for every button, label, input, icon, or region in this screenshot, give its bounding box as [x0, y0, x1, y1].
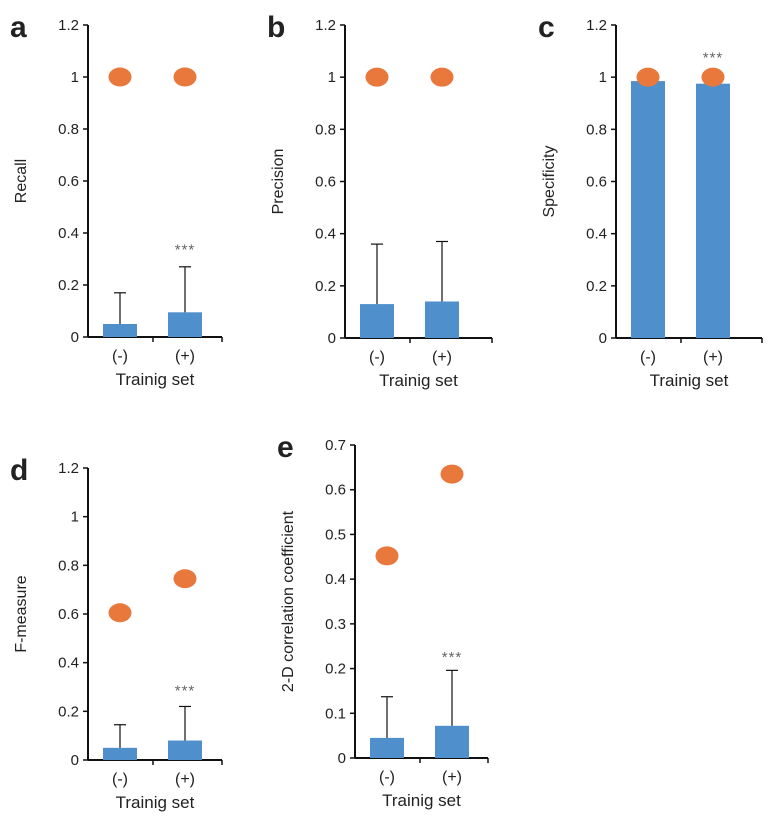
dot-plus: [701, 67, 725, 87]
y-tick-label: 0.8: [58, 557, 79, 574]
panel-a: a 0 0.2 0.4 0.6 0.8 1 1.2 Recall (-) (+) Trainig se…: [10, 11, 223, 389]
y-axis-label: F-measure: [13, 575, 30, 652]
y-tick-label: 1: [328, 69, 336, 86]
dot-minus: [108, 603, 132, 623]
bar-plus: [696, 83, 730, 338]
y-tick-label: 1.2: [58, 17, 79, 34]
y-tick-label: 0.5: [325, 526, 346, 543]
bar-minus: [360, 304, 394, 338]
y-tick-label: 0: [599, 330, 607, 347]
y-tick-label: 1: [599, 69, 607, 86]
dot-plus: [173, 569, 197, 589]
y-tick-label: 1.2: [586, 17, 607, 34]
significance-stars: ***: [703, 49, 724, 66]
y-tick-label: 0.2: [325, 661, 346, 678]
dot-plus: [440, 464, 464, 484]
y-tick-label: 0.2: [58, 703, 79, 720]
dot-minus: [636, 67, 660, 87]
bar-minus: [103, 324, 137, 337]
significance-stars: ***: [175, 682, 196, 699]
y-tick-label: 1: [71, 69, 79, 86]
y-tick-label: 0.4: [58, 655, 79, 672]
y-tick-label: 0: [71, 329, 79, 346]
panel-b: b 0 0.2 0.4 0.6 0.8 1 1.2 Precision (-) (+) Trainig…: [267, 11, 493, 390]
y-tick-label: 0: [71, 752, 79, 769]
dot-plus: [173, 67, 197, 87]
y-axis-label: Specificity: [541, 145, 558, 217]
x-axis-label: Trainig set: [650, 371, 729, 390]
panel-d: d 0 0.2 0.4 0.6 0.8 1 1.2 F-measure (-) (+) Trainig…: [10, 454, 223, 812]
category-label: (-): [112, 348, 128, 365]
bar-plus: [168, 312, 202, 337]
y-tick-label: 1.2: [315, 17, 336, 34]
category-label: (-): [640, 349, 656, 366]
y-tick-label: 0.6: [325, 482, 346, 499]
x-axis-label: Trainig set: [382, 791, 461, 810]
bar-minus: [631, 81, 665, 339]
y-tick-label: 1: [71, 509, 79, 526]
bar-plus: [425, 301, 459, 338]
bar-minus: [370, 737, 404, 758]
y-tick-label: 0: [338, 750, 346, 767]
bar-minus: [103, 747, 137, 760]
bar-plus: [168, 740, 202, 760]
panel-letter: c: [538, 11, 555, 44]
significance-stars: ***: [442, 649, 463, 666]
category-label: (+): [175, 771, 195, 788]
x-axis-label: Trainig set: [116, 793, 195, 812]
y-tick-label: 0.6: [315, 174, 336, 191]
panel-letter: d: [10, 454, 28, 487]
category-label: (+): [703, 349, 723, 366]
y-tick-label: 0.4: [586, 226, 607, 243]
y-tick-label: 0.8: [58, 121, 79, 138]
category-label: (-): [112, 771, 128, 788]
panel-c: c 0 0.2 0.4 0.6 0.8 1 1.2 Specificity (-) (+) Train…: [538, 11, 763, 390]
y-axis-label: 2-D correlation coefficient: [280, 510, 297, 692]
significance-stars: ***: [175, 242, 196, 259]
category-label: (-): [379, 769, 395, 786]
y-axis-label: Precision: [270, 149, 287, 215]
dot-minus: [365, 67, 389, 87]
y-tick-label: 0.2: [586, 278, 607, 295]
y-tick-label: 0.1: [325, 705, 346, 722]
y-tick-label: 0.4: [315, 226, 336, 243]
y-tick-label: 1.2: [58, 460, 79, 477]
bar-plus: [435, 725, 469, 758]
panel-letter: e: [277, 431, 294, 464]
dot-minus: [108, 67, 132, 87]
y-tick-label: 0.3: [325, 616, 346, 633]
x-axis-label: Trainig set: [116, 370, 195, 389]
y-tick-label: 0.6: [58, 173, 79, 190]
y-tick-label: 0.4: [325, 571, 346, 588]
category-label: (+): [432, 349, 452, 366]
panel-e: e 0 0.1 0.2 0.3 0.4 0.5 0.6 0.7 2-D correlation c…: [277, 431, 489, 810]
y-tick-label: 0.8: [315, 121, 336, 138]
y-tick-label: 0.8: [586, 121, 607, 138]
y-tick-label: 0.7: [325, 437, 346, 454]
x-axis-label: Trainig set: [379, 371, 458, 390]
dot-plus: [430, 67, 454, 87]
y-tick-label: 0.2: [58, 277, 79, 294]
dot-minus: [375, 546, 399, 566]
category-label: (-): [369, 349, 385, 366]
y-tick-label: 0.6: [58, 606, 79, 623]
y-tick-label: 0.2: [315, 278, 336, 295]
y-axis-label: Recall: [13, 159, 30, 203]
panel-letter: b: [267, 11, 285, 44]
y-tick-label: 0.6: [586, 174, 607, 191]
category-label: (+): [442, 769, 462, 786]
category-label: (+): [175, 348, 195, 365]
y-tick-label: 0.4: [58, 225, 79, 242]
panel-letter: a: [10, 11, 27, 44]
y-tick-label: 0: [328, 330, 336, 347]
